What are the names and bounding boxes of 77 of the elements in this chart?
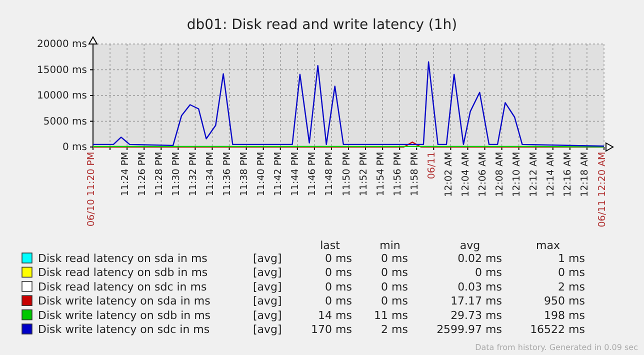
- text: Data from history. Generated in 0.09 sec: [475, 343, 638, 352]
- text: [avg]: [253, 266, 282, 280]
- text: 29.73 ms: [450, 308, 502, 322]
- text: 0 ms: [381, 252, 408, 265]
- y-tick-label: 15000 ms: [37, 64, 87, 76]
- text: 198 ms: [544, 308, 586, 322]
- x-tick-label: 11:52 PM: [358, 152, 370, 196]
- text: 0 ms: [325, 252, 352, 265]
- x-tick-label: 11:32 PM: [188, 152, 199, 196]
- x-tick-label: 11:50 PM: [341, 152, 352, 196]
- text: last: [320, 239, 341, 252]
- y-tick-label: 20000 ms: [37, 39, 87, 50]
- x-tick-label: 06/11: [426, 152, 438, 180]
- y-tick-label: 5000 ms: [43, 116, 87, 128]
- x-tick-label: 11:34 PM: [205, 152, 216, 196]
- x-tick-label: 11:46 PM: [307, 152, 318, 196]
- x-tick-label: 11:28 PM: [154, 152, 165, 196]
- x-tick-label: 12:08 AM: [494, 152, 506, 197]
- x-tick-label: 11:36 PM: [222, 152, 234, 196]
- text: max: [536, 239, 560, 252]
- text: 0 ms: [325, 294, 352, 308]
- text: 2 ms: [558, 280, 586, 294]
- x-tick-label: 11:26 PM: [136, 152, 148, 196]
- text: min: [380, 239, 400, 252]
- legend-label: Disk read latency on sdb in ms: [38, 266, 208, 280]
- text: 0 ms: [558, 266, 586, 280]
- text: 170 ms: [311, 323, 352, 336]
- chart-title: db01: Disk read and write latency (1h): [186, 17, 458, 33]
- x-tick-label: 11:54 PM: [375, 152, 386, 196]
- text: 1 ms: [558, 252, 586, 265]
- text: 0.02 ms: [458, 252, 502, 265]
- x-tick-label: 12:04 AM: [460, 152, 472, 197]
- x-tick-label: 12:02 AM: [443, 152, 454, 197]
- text: 0.03 ms: [458, 280, 502, 294]
- text: [avg]: [253, 308, 282, 322]
- x-tick-label: 11:30 PM: [170, 152, 182, 196]
- x-tick-label: 11:48 PM: [324, 152, 336, 196]
- x-tick-label: 11:40 PM: [256, 152, 268, 196]
- text: 0 ms: [325, 280, 352, 294]
- text: 2599.97 ms: [436, 323, 502, 336]
- text: [avg]: [253, 252, 282, 265]
- x-tick-label: 11:44 PM: [290, 152, 302, 196]
- legend-label: Disk read latency on sdc in ms: [38, 280, 207, 294]
- x-tick-label: 12:16 AM: [562, 152, 574, 197]
- x-tick-label: 12:06 AM: [478, 152, 489, 197]
- text: 16522 ms: [530, 323, 586, 336]
- text: 0 ms: [381, 280, 408, 294]
- x-tick-label: 06/11 12:20 AM: [596, 152, 608, 228]
- text: 14 ms: [318, 308, 352, 322]
- x-tick-label: 11:24 PM: [120, 152, 131, 196]
- text: 17.17 ms: [450, 294, 502, 308]
- x-tick-label: 11:58 PM: [409, 152, 420, 196]
- x-tick-label: 06/10 11:20 PM: [86, 152, 97, 226]
- text: 0 ms: [325, 266, 352, 280]
- y-tick-label: 10000 ms: [37, 90, 87, 102]
- legend-label: Disk read latency on sda in ms: [38, 252, 208, 265]
- x-tick-label: 12:14 AM: [546, 152, 557, 197]
- x-tick-label: 11:38 PM: [239, 152, 250, 196]
- text: 2 ms: [381, 323, 408, 336]
- x-tick-label: 12:10 AM: [512, 152, 523, 197]
- x-tick-label: 11:56 PM: [392, 152, 404, 196]
- text: 950 ms: [544, 294, 586, 308]
- text: avg: [460, 239, 480, 252]
- legend-label: Disk write latency on sda in ms: [38, 294, 211, 308]
- legend-label: Disk write latency on sdc in ms: [38, 323, 210, 336]
- x-tick-label: 12:12 AM: [528, 152, 540, 197]
- text: [avg]: [253, 323, 282, 336]
- text: 0 ms: [381, 294, 408, 308]
- text: [avg]: [253, 294, 282, 308]
- legend-label: Disk write latency on sdb in ms: [38, 308, 211, 322]
- x-tick-label: 11:42 PM: [273, 152, 284, 196]
- text: [avg]: [253, 280, 282, 294]
- text: 11 ms: [374, 308, 408, 322]
- y-tick-label: 0 ms: [62, 142, 87, 154]
- text: 0 ms: [475, 266, 502, 280]
- text: 0 ms: [381, 266, 408, 280]
- x-tick-label: 12:18 AM: [580, 152, 591, 197]
